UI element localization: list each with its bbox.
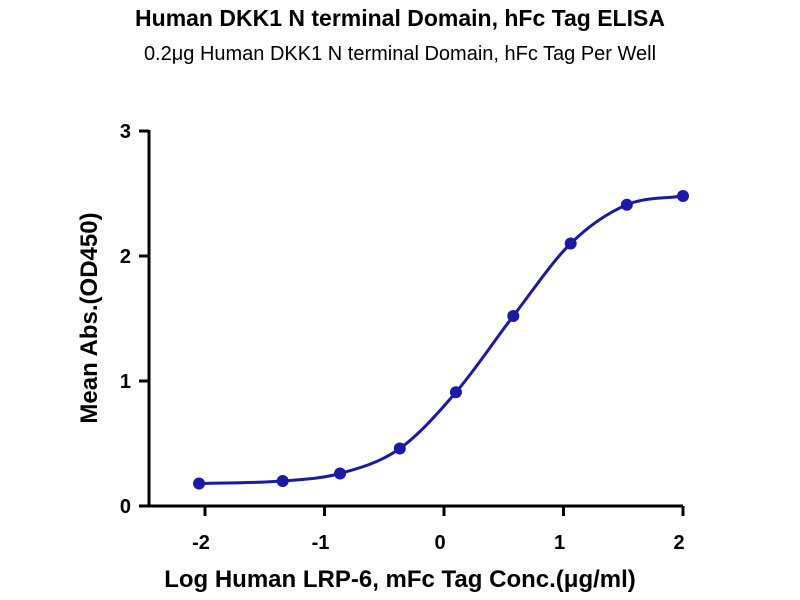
y-axis-ticks: 0 1 2 3 [120, 121, 149, 518]
data-point [393, 442, 406, 455]
data-point [507, 310, 520, 322]
fit-curve [198, 194, 684, 485]
x-axis-title: Log Human LRP-6, mFc Tag Conc.(μg/ml) [164, 566, 636, 593]
data-point [620, 198, 633, 211]
y-tick-label: 3 [120, 121, 131, 143]
y-tick-label: 2 [120, 246, 131, 268]
x-tick-label: 2 [673, 532, 684, 554]
x-tick-label: -1 [312, 532, 330, 554]
data-point [193, 477, 206, 490]
chart-title: Human DKK1 N terminal Domain, hFc Tag EL… [135, 5, 665, 31]
y-tick-label: 1 [120, 371, 131, 393]
y-axis: 0 1 2 3 [120, 121, 151, 518]
y-axis-title: Mean Abs.(OD450) [76, 212, 103, 423]
data-point [564, 237, 577, 250]
x-tick-label: -2 [192, 532, 210, 554]
y-tick-label: 0 [120, 496, 131, 518]
x-axis-ticks: -2 -1 0 1 2 [192, 506, 685, 554]
x-axis: -2 -1 0 1 2 [149, 504, 685, 554]
x-tick-label: 0 [434, 532, 445, 554]
data-point [677, 190, 689, 202]
x-tick-label: 1 [554, 532, 565, 554]
chart-subtitle: 0.2μg Human DKK1 N terminal Domain, hFc … [144, 43, 656, 65]
data-point [334, 467, 347, 480]
data-point [276, 475, 289, 487]
series-layer [193, 190, 689, 490]
data-point [449, 386, 462, 399]
